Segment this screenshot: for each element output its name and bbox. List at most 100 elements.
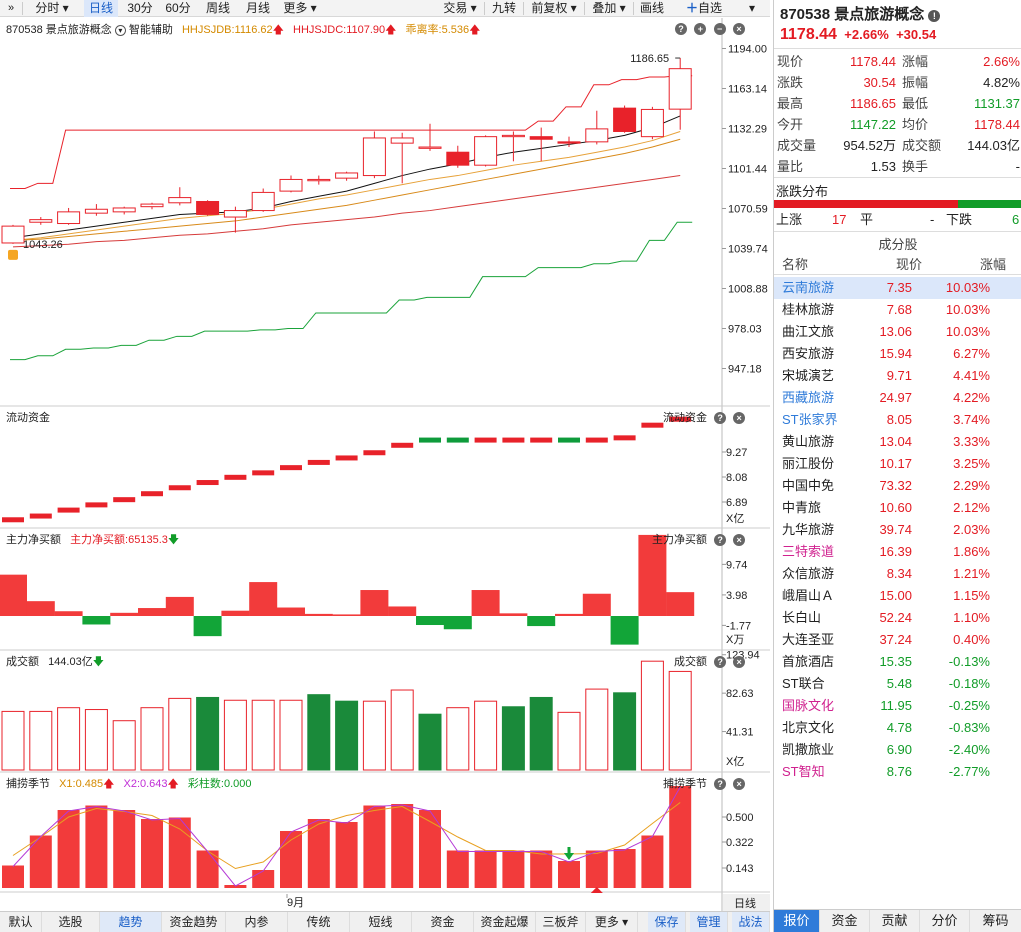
constituent-price: 10.60 bbox=[879, 500, 912, 515]
flow-y-tick-label: 8.08 bbox=[726, 472, 747, 484]
help-icon[interactable]: ? bbox=[675, 23, 687, 35]
net-buy-bar bbox=[527, 616, 556, 627]
bottom-tab-trend[interactable]: 趋势 bbox=[100, 912, 162, 932]
constituent-row[interactable]: 大连圣亚 37.24 0.40% bbox=[774, 629, 1021, 651]
close-icon[interactable]: × bbox=[733, 23, 746, 35]
constituent-row[interactable]: 众信旅游 8.34 1.21% bbox=[774, 563, 1021, 585]
close-icon[interactable]: × bbox=[733, 534, 746, 546]
net-buy-bar bbox=[360, 590, 389, 616]
info-icon[interactable]: ! bbox=[928, 10, 941, 22]
constituent-name: 众信旅游 bbox=[782, 566, 835, 581]
bottom-tab-sanbanfu[interactable]: 三板斧 bbox=[536, 912, 586, 932]
collapse-icon[interactable]: » bbox=[7, 2, 15, 14]
help-icon[interactable]: ? bbox=[714, 778, 727, 790]
volume-bar bbox=[29, 710, 53, 771]
constituent-row[interactable]: 长白山 52.24 1.10% bbox=[774, 607, 1021, 629]
trade-button[interactable]: 交易 ▾ bbox=[443, 1, 477, 15]
draw-button[interactable]: 画线 bbox=[639, 1, 664, 15]
adjust-button[interactable]: 前复权 ▾ bbox=[531, 1, 577, 15]
bottom-tab-fund[interactable]: 资金 bbox=[412, 912, 474, 932]
constituent-row[interactable]: 丽江股份 10.17 3.25% bbox=[774, 453, 1021, 475]
tab-60min[interactable]: 60分 bbox=[165, 1, 191, 15]
help-icon[interactable]: ? bbox=[714, 656, 727, 668]
save-button[interactable]: 保存 bbox=[648, 912, 686, 932]
flow-y-tick-label: 6.89 bbox=[726, 497, 747, 509]
net-panel-title: 主力净买额 主力净买额:65135.3🡇 bbox=[6, 534, 180, 546]
help-icon[interactable]: ? bbox=[714, 534, 727, 546]
help-icon[interactable]: ? bbox=[714, 412, 727, 424]
constituent-row[interactable]: 三特索道 16.39 1.86% bbox=[774, 541, 1021, 563]
kline-chart[interactable]: 1194.00 1163.14 1132.29 1101.44 1070.59 1039.… bbox=[0, 18, 770, 911]
tab-more[interactable]: 更多 ▾ bbox=[283, 1, 317, 15]
strategy-button[interactable]: 战法 bbox=[732, 912, 770, 932]
bottom-tab-more[interactable]: 更多 ▾ bbox=[586, 912, 638, 932]
constituent-row[interactable]: ST联合 5.48 -0.18% bbox=[774, 673, 1021, 695]
constituent-name: 中国中免 bbox=[782, 478, 835, 493]
assist-dropdown-icon[interactable]: ▾ bbox=[114, 25, 126, 36]
constituent-row[interactable]: 峨眉山Ａ 15.00 1.15% bbox=[774, 585, 1021, 607]
add-icon[interactable]: + bbox=[694, 23, 707, 35]
close-icon[interactable]: × bbox=[733, 778, 746, 790]
bottom-tab-fund-trend[interactable]: 资金趋势 bbox=[162, 912, 226, 932]
constituent-row[interactable]: 西藏旅游 24.97 4.22% bbox=[774, 387, 1021, 409]
constituent-pct: -0.25% bbox=[948, 698, 990, 713]
assist-label[interactable]: 智能辅助 bbox=[128, 24, 173, 36]
bottom-tab-default[interactable]: 默认 bbox=[0, 912, 42, 932]
season-y-tick-label: 0.143 bbox=[726, 863, 754, 875]
bottom-tab-fund-burst[interactable]: 资金起爆 bbox=[474, 912, 536, 932]
constituent-pct: -0.83% bbox=[948, 720, 990, 735]
bottom-tab-traditional[interactable]: 传统 bbox=[288, 912, 350, 932]
right-tab-quote[interactable]: 报价 bbox=[774, 910, 820, 932]
tab-daily[interactable]: 日线 bbox=[84, 0, 118, 17]
vol-y-tick-label: 41.31 bbox=[726, 727, 754, 739]
constituent-row[interactable]: 凯撒旅业 6.90 -2.40% bbox=[774, 739, 1021, 761]
constituent-row[interactable]: 曲江文旅 13.06 10.03% bbox=[774, 321, 1021, 343]
flow-bar bbox=[2, 517, 24, 523]
flow-panel-right-title[interactable]: 流动资金 bbox=[663, 412, 707, 424]
tab-30min[interactable]: 30分 bbox=[127, 1, 153, 15]
constituent-row[interactable]: 国脉文化 11.95 -0.25% bbox=[774, 695, 1021, 717]
constituent-row[interactable]: 首旅酒店 15.35 -0.13% bbox=[774, 651, 1021, 673]
right-tab-price-dist[interactable]: 分价 bbox=[920, 910, 970, 932]
season-bar bbox=[585, 850, 608, 888]
bottom-tab-xuangu[interactable]: 选股 bbox=[42, 912, 100, 932]
dropdown-icon[interactable]: ▾ bbox=[748, 1, 756, 15]
constituent-row[interactable]: 中国中免 73.32 2.29% bbox=[774, 475, 1021, 497]
season-bar bbox=[391, 804, 414, 888]
constituent-row[interactable]: 宋城演艺 9.71 4.41% bbox=[774, 365, 1021, 387]
constituent-row[interactable]: ST智知 8.76 -2.77% bbox=[774, 761, 1021, 783]
bottom-tab-short[interactable]: 短线 bbox=[350, 912, 412, 932]
minus-icon[interactable]: − bbox=[713, 23, 726, 35]
flow-bar bbox=[196, 480, 219, 486]
constituent-row[interactable]: 云南旅游 7.35 10.03% bbox=[774, 277, 1021, 299]
bottom-tab-neican[interactable]: 内参 bbox=[226, 912, 288, 932]
constituent-row[interactable]: 桂林旅游 7.68 10.03% bbox=[774, 299, 1021, 321]
candle-body bbox=[390, 137, 414, 144]
constituent-row[interactable]: 西安旅游 15.94 6.27% bbox=[774, 343, 1021, 365]
add-watchlist-button[interactable]: ＋自选 bbox=[685, 1, 723, 15]
jiuzhuan-button[interactable]: 九转 bbox=[491, 1, 516, 15]
flow-bar bbox=[558, 437, 580, 443]
quote-value: 954.52万 bbox=[843, 138, 896, 153]
constituent-pct: 3.74% bbox=[953, 412, 990, 427]
tab-monthly[interactable]: 月线 bbox=[245, 1, 270, 15]
manage-button[interactable]: 管理 bbox=[690, 912, 728, 932]
constituent-row[interactable]: 黄山旅游 13.04 3.33% bbox=[774, 431, 1021, 453]
constituent-row[interactable]: 九华旅游 39.74 2.03% bbox=[774, 519, 1021, 541]
close-icon[interactable]: × bbox=[733, 412, 746, 424]
right-tab-chips[interactable]: 筹码 bbox=[970, 910, 1021, 932]
volume-bar bbox=[668, 670, 692, 771]
right-tab-fund[interactable]: 资金 bbox=[820, 910, 870, 932]
tab-weekly[interactable]: 周线 bbox=[205, 1, 230, 15]
indicator-bias: 乖离率:5.536 bbox=[405, 24, 470, 36]
close-icon[interactable]: × bbox=[733, 656, 746, 668]
right-tab-contribution[interactable]: 贡献 bbox=[870, 910, 920, 932]
constituent-row[interactable]: 北京文化 4.78 -0.83% bbox=[774, 717, 1021, 739]
constituent-row[interactable]: ST张家界 8.05 3.74% bbox=[774, 409, 1021, 431]
vol-y-tick-label: 82.63 bbox=[726, 688, 754, 700]
vol-panel-controls: 成交额 ? × bbox=[674, 653, 746, 669]
constituent-row[interactable]: 中青旅 10.60 2.12% bbox=[774, 497, 1021, 519]
tab-fenshi[interactable]: 分时 ▾ bbox=[35, 1, 69, 15]
net-buy-bar bbox=[582, 593, 611, 616]
overlay-button[interactable]: 叠加 ▾ bbox=[592, 1, 626, 15]
